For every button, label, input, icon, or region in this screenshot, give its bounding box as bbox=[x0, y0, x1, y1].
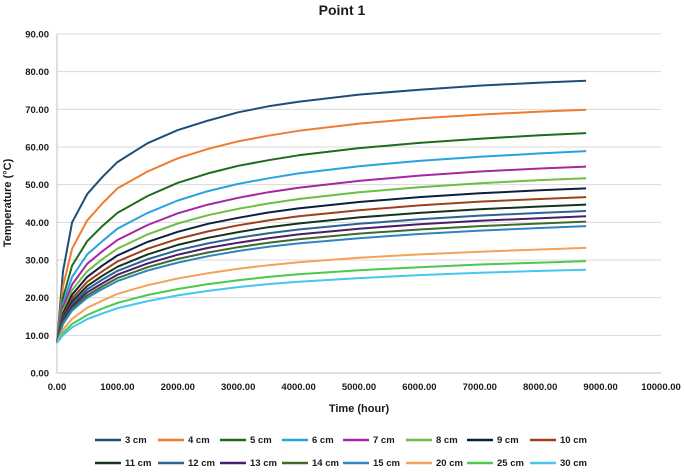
series-line-7cm bbox=[56, 165, 587, 344]
legend-item: 6 cm bbox=[282, 435, 334, 446]
legend-label: 11 cm bbox=[125, 458, 151, 469]
y-tick-label: 30.00 bbox=[25, 256, 49, 267]
x-tick-label: 6000.00 bbox=[402, 382, 436, 393]
legend-label: 5 cm bbox=[250, 435, 272, 446]
legend-item: 4 cm bbox=[158, 435, 210, 446]
axes: 0.00 10.00 20.00 30.00 40.00 50.00 60.00 70.00 8… bbox=[25, 30, 681, 394]
legend-label: 8 cm bbox=[436, 435, 458, 446]
legend-label: 6 cm bbox=[312, 435, 334, 446]
series-lines bbox=[56, 79, 587, 344]
y-tick-label: 90.00 bbox=[25, 30, 49, 41]
legend-label: 10 cm bbox=[560, 435, 587, 446]
series-line-8cm bbox=[56, 177, 587, 344]
y-axis-label: Temperature (°C) bbox=[2, 158, 14, 247]
legend-item: 30 cm bbox=[530, 458, 587, 469]
series-line-4cm bbox=[56, 108, 587, 344]
series-line-3cm bbox=[56, 79, 587, 343]
legend-item: 12 cm bbox=[158, 458, 215, 469]
series-line-5cm bbox=[56, 132, 587, 344]
legend-label: 3 cm bbox=[125, 435, 147, 446]
legend: 3 cm 4 cm 5 cm 6 cm 7 cm 8 cm 9 cm 10 cm 11 cm 12… bbox=[95, 435, 587, 469]
legend-label: 12 cm bbox=[188, 458, 215, 469]
legend-label: 7 cm bbox=[373, 435, 395, 446]
legend-label: 25 cm bbox=[497, 458, 524, 469]
y-tick-label: 0.00 bbox=[31, 369, 50, 380]
y-tick-label: 50.00 bbox=[25, 180, 49, 191]
legend-item: 8 cm bbox=[406, 435, 458, 446]
legend-label: 14 cm bbox=[312, 458, 339, 469]
series-line-10cm bbox=[56, 196, 587, 344]
x-tick-label: 7000.00 bbox=[463, 382, 497, 393]
x-axis-label: Time (hour) bbox=[329, 403, 390, 415]
x-tick-label: 5000.00 bbox=[342, 382, 376, 393]
x-tick-label: 1000.00 bbox=[100, 382, 134, 393]
y-tick-label: 10.00 bbox=[25, 331, 49, 342]
legend-item: 15 cm bbox=[343, 458, 400, 469]
legend-item: 11 cm bbox=[95, 458, 151, 469]
x-tick-label: 10000.00 bbox=[641, 382, 681, 393]
x-tick-label: 9000.00 bbox=[583, 382, 617, 393]
legend-item: 7 cm bbox=[343, 435, 395, 446]
gridlines bbox=[57, 33, 661, 336]
y-tick-label: 40.00 bbox=[25, 218, 49, 229]
legend-item: 14 cm bbox=[282, 458, 339, 469]
series-line-12cm bbox=[56, 210, 587, 344]
legend-label: 30 cm bbox=[560, 458, 587, 469]
x-tick-label: 0.00 bbox=[48, 382, 67, 393]
legend-label: 4 cm bbox=[188, 435, 210, 446]
legend-item: 10 cm bbox=[530, 435, 587, 446]
legend-item: 25 cm bbox=[467, 458, 524, 469]
series-line-30cm bbox=[56, 268, 587, 344]
y-tick-label: 20.00 bbox=[25, 293, 49, 304]
x-tick-label: 8000.00 bbox=[523, 382, 557, 393]
x-tick-label: 2000.00 bbox=[161, 382, 195, 393]
y-tick-label: 60.00 bbox=[25, 143, 49, 154]
y-tick-label: 70.00 bbox=[25, 105, 49, 116]
legend-label: 20 cm bbox=[436, 458, 463, 469]
chart-title: Point 1 bbox=[319, 2, 366, 18]
legend-item: 9 cm bbox=[467, 435, 519, 446]
series-line-6cm bbox=[56, 150, 587, 344]
series-line-25cm bbox=[56, 260, 587, 344]
x-tick-label: 3000.00 bbox=[221, 382, 255, 393]
series-line-11cm bbox=[56, 203, 587, 344]
legend-label: 15 cm bbox=[373, 458, 400, 469]
series-line-9cm bbox=[56, 187, 587, 344]
series-line-14cm bbox=[56, 220, 587, 344]
series-line-15cm bbox=[56, 225, 587, 344]
legend-label: 9 cm bbox=[497, 435, 519, 446]
y-tick-label: 80.00 bbox=[25, 67, 49, 78]
legend-item: 3 cm bbox=[95, 435, 147, 446]
legend-label: 13 cm bbox=[250, 458, 277, 469]
legend-item: 20 cm bbox=[406, 458, 463, 469]
x-tick-label: 4000.00 bbox=[281, 382, 315, 393]
series-line-13cm bbox=[56, 215, 587, 344]
legend-item: 5 cm bbox=[220, 435, 272, 446]
series-line-20cm bbox=[56, 246, 587, 344]
legend-item: 13 cm bbox=[220, 458, 277, 469]
